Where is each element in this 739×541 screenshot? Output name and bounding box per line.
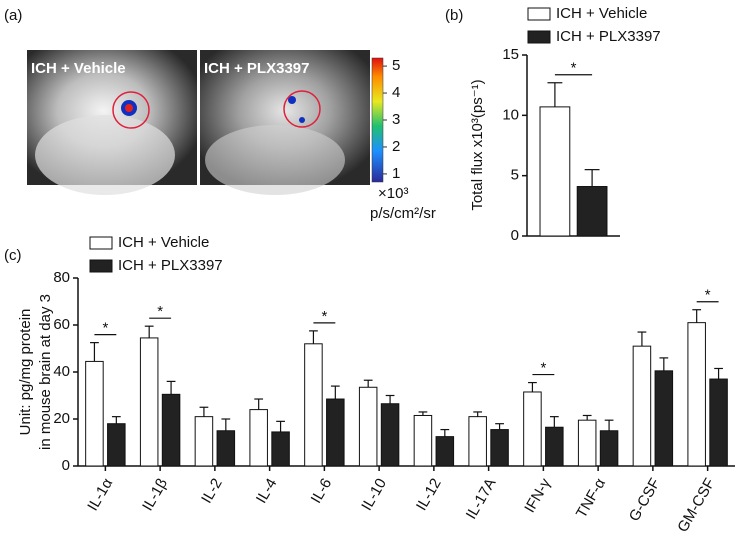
x-tick-label: IL-1α: [84, 475, 116, 514]
legend-label: ICH + Vehicle: [556, 5, 647, 22]
x-tick-label: IL-10: [358, 475, 390, 513]
bar: [632, 345, 652, 467]
colorbar-tick-label: 3: [392, 111, 400, 128]
y-tick-label: 10: [502, 106, 519, 123]
y-tick-label: 40: [53, 363, 70, 380]
bar: [539, 106, 571, 237]
y-tick-label: 15: [502, 46, 519, 63]
bar: [194, 416, 214, 467]
bar: [490, 429, 509, 467]
y-tick-label: 5: [511, 167, 519, 184]
panel-label: (c): [4, 247, 22, 264]
bar: [468, 416, 487, 467]
significance-label: *: [705, 287, 711, 304]
bar: [545, 426, 564, 467]
x-tick-label: IL-17A: [463, 475, 500, 522]
x-tick-label: G-CSF: [626, 475, 664, 524]
bar: [576, 186, 608, 237]
signal: [125, 104, 133, 112]
x-tick-label: GM-CSF: [674, 475, 718, 535]
x-tick-label: TNF-α: [573, 475, 609, 521]
bar: [358, 386, 378, 467]
y-axis-label: in mouse brain at day 3: [37, 294, 54, 450]
roi-circle: [112, 91, 150, 129]
legend-label: ICH + Vehicle: [118, 234, 209, 251]
colorbar-tick-label: 4: [392, 84, 400, 101]
bar: [304, 343, 323, 467]
x-tick-label: IL-2: [198, 475, 226, 506]
colorbar-tick-label: 5: [392, 57, 400, 74]
bar: [577, 419, 597, 467]
y-tick-label: 0: [62, 457, 70, 474]
colorbar-tick-label: 1: [392, 165, 400, 182]
panel-label: (b): [445, 7, 463, 24]
legend-swatch: [527, 30, 551, 44]
bar: [709, 378, 728, 467]
unit-label: ×10³: [378, 185, 408, 202]
bar: [380, 403, 400, 467]
y-tick-label: 20: [53, 410, 70, 427]
bar: [271, 431, 290, 467]
legend-label: ICH + PLX3397: [556, 28, 661, 45]
x-tick-label: IFN-γ: [521, 475, 554, 516]
signal: [299, 117, 305, 123]
bar: [687, 322, 706, 467]
panel-label: (a): [4, 7, 22, 24]
body-shape: [35, 115, 175, 195]
x-tick-label: IL-1β: [139, 475, 171, 514]
bar: [654, 370, 674, 467]
y-tick-label: 0: [511, 227, 519, 244]
y-tick-label: 80: [53, 269, 70, 286]
significance-label: *: [321, 308, 327, 325]
bar: [139, 337, 159, 467]
significance-label: *: [571, 60, 577, 77]
colorbar: [371, 57, 384, 183]
signal: [288, 96, 296, 104]
image-label: ICH + PLX3397: [204, 60, 309, 77]
bar: [599, 430, 619, 467]
x-tick-label: IL-4: [253, 475, 281, 506]
bar: [413, 414, 433, 467]
bar: [107, 423, 126, 467]
bar: [523, 391, 542, 467]
bar: [85, 360, 104, 467]
significance-label: *: [540, 360, 546, 377]
y-axis-label: Total flux x10³(ps⁻¹): [469, 79, 486, 210]
roi-circle: [283, 90, 321, 128]
y-tick-label: 60: [53, 316, 70, 333]
bar: [435, 436, 455, 467]
legend-swatch: [89, 259, 113, 273]
colorbar-tick-label: 2: [392, 138, 400, 155]
unit-label: p/s/cm²/sr: [370, 205, 436, 222]
bar: [249, 409, 268, 467]
legend-swatch: [527, 7, 551, 21]
y-axis-label: Unit: pg/mg protein: [17, 309, 34, 436]
legend-label: ICH + PLX3397: [118, 257, 223, 274]
image-label: ICH + Vehicle: [31, 60, 126, 77]
bar: [216, 430, 236, 467]
body-shape: [205, 125, 345, 195]
x-tick-label: IL-6: [308, 475, 336, 506]
legend-swatch: [89, 236, 113, 250]
significance-label: *: [157, 303, 163, 320]
significance-label: *: [102, 320, 108, 337]
bar: [326, 398, 345, 467]
x-tick-label: IL-12: [413, 475, 445, 513]
bar: [161, 393, 181, 467]
